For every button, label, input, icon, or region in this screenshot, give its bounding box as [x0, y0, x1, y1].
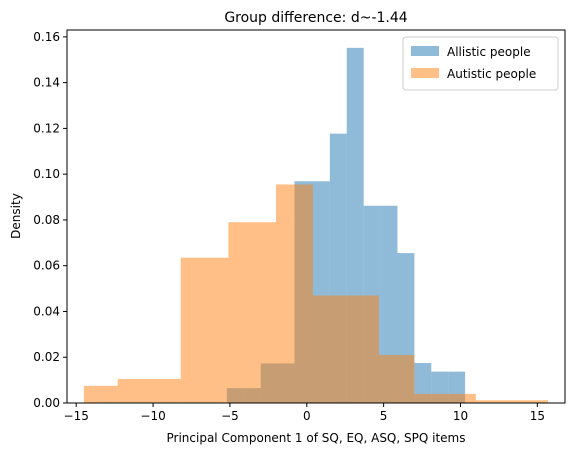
y-axis: 0.00 0.02 0.04 0.06 0.08 0.10 0.12 0.14 0.16: [33, 30, 67, 410]
legend-swatch: [411, 68, 439, 78]
y-tick-label: 0.14: [33, 76, 60, 90]
x-tick-label: −15: [64, 409, 89, 423]
x-axis: −15 −10 −5 0 5 10 15: [64, 403, 545, 423]
x-axis-label: Principal Component 1 of SQ, EQ, ASQ, SP…: [167, 431, 466, 445]
histogram-bar-autistic: [514, 400, 549, 403]
y-tick-label: 0.04: [33, 304, 60, 318]
histogram-bar-allistic: [414, 362, 432, 403]
histogram-bar-autistic: [414, 393, 476, 403]
histogram-bar-autistic: [180, 257, 229, 403]
histogram-bar-autistic: [379, 354, 415, 403]
y-axis-label: Density: [9, 193, 23, 239]
chart-title: Group difference: d~-1.44: [224, 10, 407, 26]
y-tick-label: 0.12: [33, 121, 60, 135]
histogram-bar-autistic: [475, 400, 515, 403]
bars-layer: [83, 47, 549, 403]
y-tick-label: 0.16: [33, 30, 60, 44]
y-tick-label: 0.08: [33, 213, 60, 227]
histogram-bar-autistic: [276, 184, 313, 403]
legend-box: [402, 36, 559, 91]
histogram-bar-autistic: [83, 385, 118, 403]
histogram-bar-autistic: [228, 222, 277, 403]
histogram-bar-autistic: [345, 295, 380, 403]
x-tick-label: 15: [530, 409, 545, 423]
histogram-bar-autistic: [117, 378, 181, 403]
histogram-bar-allistic: [380, 205, 398, 403]
x-tick-label: 5: [380, 409, 388, 423]
y-tick-label: 0.06: [33, 259, 60, 273]
legend: Allistic people Autistic people: [402, 36, 559, 91]
legend-label: Allistic people: [447, 45, 531, 59]
legend-label: Autistic people: [447, 67, 536, 81]
x-tick-label: 10: [453, 409, 468, 423]
x-tick-label: −10: [140, 409, 165, 423]
x-tick-label: −5: [221, 409, 239, 423]
plot-frame: [66, 29, 566, 404]
x-tick-label: 0: [303, 409, 311, 423]
histogram-bar-autistic: [312, 295, 346, 403]
y-tick-label: 0.00: [33, 396, 60, 410]
y-tick-label: 0.10: [33, 167, 60, 181]
y-tick-label: 0.02: [33, 350, 60, 364]
legend-swatch: [411, 46, 439, 56]
